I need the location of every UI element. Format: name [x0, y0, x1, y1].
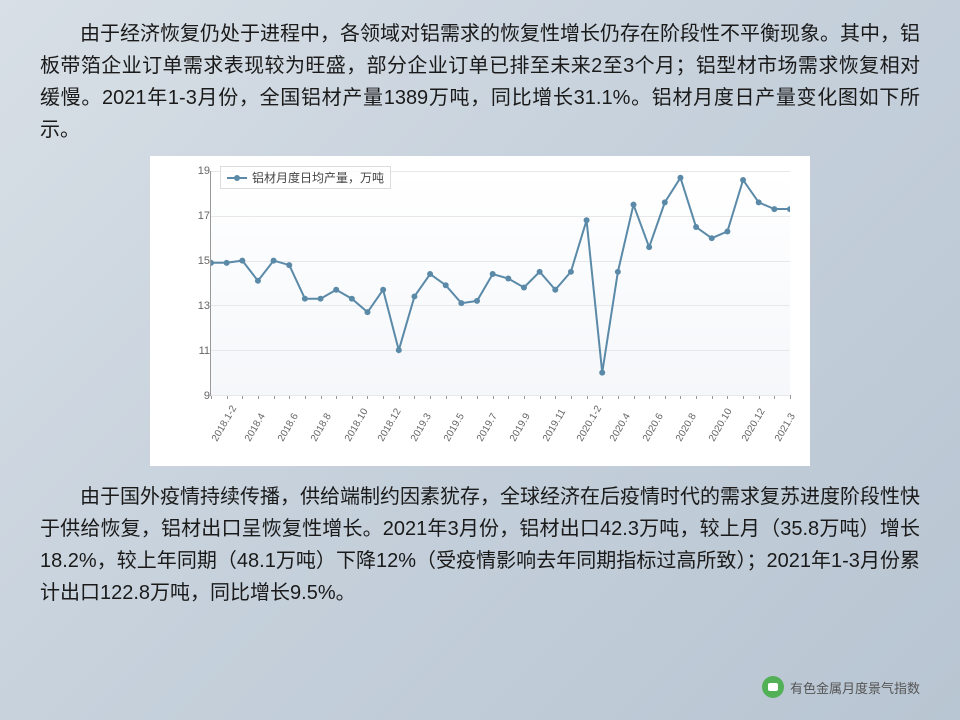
- chart-container: YS 91113151719 2018.1-22018.42018.62018.…: [150, 156, 810, 466]
- data-marker: [521, 284, 527, 290]
- x-tick: 2020.6: [641, 412, 666, 444]
- y-tick: 11: [199, 345, 210, 357]
- data-marker: [787, 206, 790, 212]
- x-tick: 2018.10: [343, 407, 371, 444]
- x-tick: 2020.12: [740, 407, 768, 444]
- data-marker: [599, 370, 605, 376]
- data-marker: [505, 276, 511, 282]
- data-marker: [693, 224, 699, 230]
- x-tick: 2018.12: [376, 407, 404, 444]
- data-line: [211, 178, 790, 373]
- data-marker: [364, 309, 370, 315]
- data-marker: [239, 258, 245, 264]
- x-tick: 2021.3: [773, 412, 798, 444]
- slide-container: 由于经济恢复仍处于进程中，各领域对铝需求的恢复性增长仍存在阶段性不平衡现象。其中…: [0, 0, 960, 720]
- x-tick: 2020.10: [707, 407, 735, 444]
- x-tick: 2018.6: [276, 412, 301, 444]
- legend-marker: [227, 177, 247, 179]
- line-chart-svg: [211, 171, 790, 395]
- footer-text: 有色金属月度景气指数: [790, 678, 920, 697]
- data-marker: [286, 262, 292, 268]
- plot-area: [210, 171, 790, 396]
- data-marker: [568, 269, 574, 275]
- x-tick: 2020.8: [674, 412, 699, 444]
- y-tick: 17: [198, 210, 210, 222]
- data-marker: [349, 296, 355, 302]
- data-marker: [411, 293, 417, 299]
- data-marker: [427, 271, 433, 277]
- x-tick: 2019.7: [475, 412, 500, 444]
- data-marker: [537, 269, 543, 275]
- data-marker: [646, 244, 652, 250]
- data-marker: [740, 177, 746, 183]
- x-tick: 2019.3: [409, 412, 434, 444]
- gridline: [211, 395, 790, 396]
- data-marker: [380, 287, 386, 293]
- data-marker: [615, 269, 621, 275]
- x-tick: 2019.11: [541, 407, 568, 443]
- x-tick: 2019.9: [508, 412, 533, 444]
- x-tick: 2019.5: [442, 412, 467, 444]
- data-marker: [756, 199, 762, 205]
- data-marker: [724, 228, 730, 234]
- data-marker: [396, 347, 402, 353]
- data-marker: [474, 298, 480, 304]
- data-marker: [552, 287, 558, 293]
- data-marker: [211, 260, 214, 266]
- y-tick: 13: [198, 300, 210, 312]
- data-marker: [677, 175, 683, 181]
- data-marker: [709, 235, 715, 241]
- wechat-icon: [762, 676, 784, 698]
- x-tick: 2018.8: [309, 412, 334, 444]
- paragraph-1: 由于经济恢复仍处于进程中，各领域对铝需求的恢复性增长仍存在阶段性不平衡现象。其中…: [40, 18, 920, 146]
- data-marker: [302, 296, 308, 302]
- data-marker: [224, 260, 230, 266]
- x-tick: 2020.1-2: [575, 404, 604, 444]
- data-marker: [771, 206, 777, 212]
- x-tick: 2020.4: [608, 412, 633, 444]
- data-marker: [255, 278, 261, 284]
- paragraph-2: 由于国外疫情持续传播，供给端制约因素犹存，全球经济在后疫情时代的需求复苏进度阶段…: [40, 481, 920, 609]
- data-marker: [271, 258, 277, 264]
- y-axis: 91113151719: [185, 171, 210, 396]
- data-marker: [458, 300, 464, 306]
- data-marker: [443, 282, 449, 288]
- y-tick: 15: [198, 255, 210, 267]
- x-tick-mark: [790, 395, 791, 399]
- x-tick: 2018.4: [243, 412, 268, 444]
- footer-source: 有色金属月度景气指数: [762, 676, 920, 698]
- chart-legend: 铝材月度日均产量，万吨: [220, 166, 391, 189]
- data-marker: [333, 287, 339, 293]
- data-marker: [318, 296, 324, 302]
- x-axis: 2018.1-22018.4 2018.6 2018.8 2018.102018.12…: [210, 401, 790, 461]
- data-marker: [490, 271, 496, 277]
- data-marker: [584, 217, 590, 223]
- legend-label: 铝材月度日均产量，万吨: [252, 169, 384, 186]
- y-tick: 19: [198, 165, 210, 177]
- data-marker: [631, 202, 637, 208]
- x-tick: 2018.1-2: [210, 404, 239, 444]
- data-marker: [662, 199, 668, 205]
